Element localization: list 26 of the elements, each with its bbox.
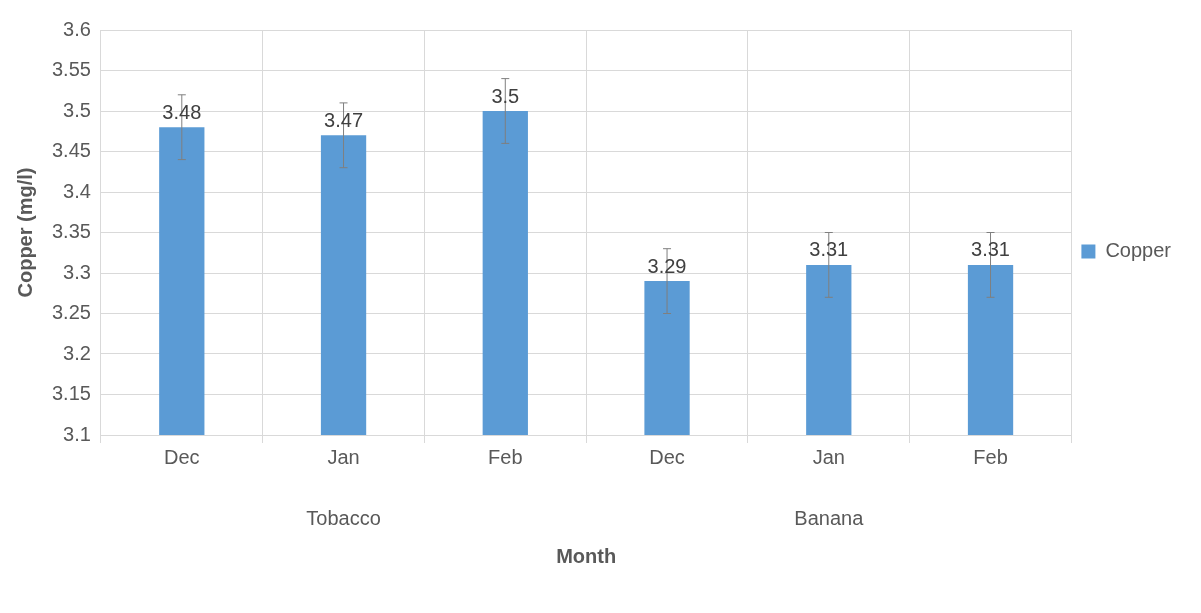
y-tick-label: 3.4 [63,179,91,202]
text: Banana [794,506,865,529]
x-tick-label: Feb [488,445,523,468]
data-label: 3.5 [491,84,520,107]
data-label: 3.29 [647,254,687,277]
x-tick-label: Dec [649,445,685,468]
y-axis-title: Copper (mg/l) [13,167,36,298]
y-tick-label: 3.2 [63,341,91,364]
y-tick-label: 3.5 [63,98,91,121]
x-tick-label: Feb [973,445,1008,468]
y-tick-label: 3.3 [63,260,91,283]
legend-label: Copper [1105,239,1172,262]
x-tick-label: Jan [327,445,360,468]
y-tick-label: 3.1 [63,422,91,445]
y-tick-label: 3.25 [51,301,91,324]
text: Tobacco [306,506,381,529]
x-tick-label: Dec [164,445,200,468]
y-tick-label: 3.6 [63,17,91,40]
y-tick-label: 3.45 [51,139,91,162]
y-tick-label: 3.55 [51,58,91,81]
data-label: 3.48 [162,100,202,123]
y-tick-label: 3.15 [51,382,91,405]
x-tick-label: Jan [812,445,845,468]
data-label: 3.31 [809,238,849,261]
x-axis-title: Month [556,544,617,567]
y-tick-label: 3.35 [51,220,91,243]
